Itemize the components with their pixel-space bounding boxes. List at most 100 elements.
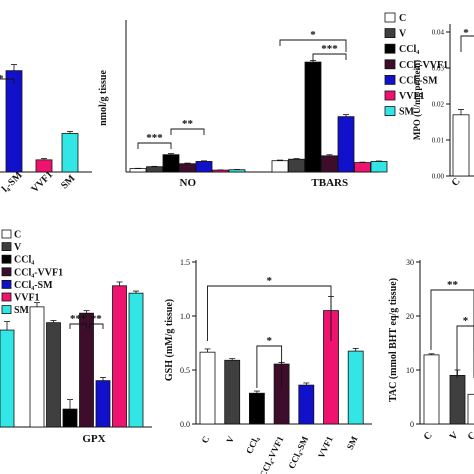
p2-bar [354,162,371,173]
p2-bracket [170,128,205,135]
p1-bar [61,133,79,173]
p3-y-tick-label: 0.00 [432,173,445,181]
legend-label: VVF1 [14,293,40,304]
p5-y-tick-label: 1.5 [180,258,190,267]
p5-y-tick-label: 0.5 [180,366,190,375]
p3-y-tick-label: 0.03 [432,65,445,73]
p2-bar [304,61,322,173]
p3-y-tick-label: 0.01 [432,137,445,145]
legend-swatch [384,90,396,101]
legend-label: C [14,230,21,241]
p6-bar [467,393,474,425]
p5-bracket [256,345,283,388]
legend-swatch [1,229,12,239]
p2-bracket-label: *** [146,132,163,144]
p1-bar [5,70,23,173]
p3-y-tick-label: 0.02 [432,101,445,109]
legend-label: V [14,242,22,253]
p2-bar [129,168,147,173]
p1-tick-label: l₄-SM [0,169,25,194]
p2-bracket [312,53,347,60]
legend-label: V [399,29,407,40]
p5-tick-label: C [200,435,212,445]
legend-label: CCl₄-VVF1 [14,267,63,278]
p6-bracket [456,325,474,378]
legend-label: SM [399,107,415,118]
p6-tick-label: V [448,429,461,442]
legend-swatch [1,242,12,252]
p3-tick-label: C [450,176,463,189]
p2-bar [146,166,163,173]
p4-bracket-label: *** [70,313,87,325]
p6-y-axis-label: TAC (mmol BHT eq/g tissue) [388,278,399,402]
p5-tick-label: CCl₄ [244,434,261,455]
legend-swatch [1,279,12,289]
p5-y-axis-label: GSH (mM/g tissue) [164,299,175,381]
legend-swatch [384,75,396,85]
p3-bracket [460,35,474,52]
p5-tick-label: VVF1 [316,434,335,460]
legend-label: CCl₄ [14,255,34,266]
p4-bar [95,380,111,428]
legend-swatch [1,254,12,264]
p4-bracket [69,323,87,329]
p2-bar [195,161,213,173]
legend-label: CCl₄ [399,44,419,55]
p6-bracket [430,289,474,350]
p2-bar [228,169,246,173]
p4-bar [29,306,45,428]
p6-y-tick-label: 0 [410,420,414,429]
legend-label: CCl₄-SM [399,75,438,86]
p3-bar [452,114,470,177]
legend-swatch [384,12,396,23]
p2-bracket [137,142,172,149]
legend-swatch [1,292,12,302]
p6-y-tick-label: 20 [406,312,414,321]
p4-bar [128,292,144,428]
p4-bar [46,322,61,428]
legend-swatch [384,43,396,54]
p2-bar [179,163,196,173]
p5-tick-label: CCl₄-VVF1 [258,434,286,474]
legend-swatch [384,28,396,39]
p2-bar [212,169,229,173]
p2-bar [370,161,388,173]
p5-tick-label: V [224,434,236,445]
p6-bar [449,374,466,425]
p2-category-label: NO [180,177,197,189]
p4-bar [0,329,15,428]
legend-label: VVF1 [399,91,425,102]
p4-bracket [89,323,104,329]
p6-tick-label: C [466,430,474,443]
p5-bracket-label: * [267,275,273,287]
legend-swatch [384,59,396,70]
p2-bracket-label: ** [182,118,194,130]
p2-bar [271,160,289,173]
p6-tick-label: C [422,430,435,443]
p5-bracket-label: * [267,335,273,347]
p4-x-axis-label: GPX [82,433,105,445]
p5-y-tick-label: 1.0 [180,312,190,321]
p6-bracket-label: ** [447,279,459,291]
p3-y-axis-label: MPO (U/mg protein) [412,60,422,140]
legend-swatch [1,267,12,277]
p6-bracket-label: * [463,315,469,327]
p5-bar [199,351,216,425]
p4-bar [112,285,127,428]
p5-bar [347,350,364,425]
legend-label: SM [14,305,30,316]
p1-bar [35,159,53,173]
p2-bar [337,116,355,173]
p1-tick-label: SM [59,173,78,192]
p2-bracket [279,39,347,46]
p5-bar [298,384,315,425]
p2-bar [288,158,305,173]
p3-annotation: * [463,27,469,39]
p6-bar [423,354,440,425]
p6-y-tick-label: 10 [406,366,414,375]
legend-label: C [399,13,406,24]
legend-label: CCl₄-VVF1 [399,60,448,71]
p2-bracket-label: *** [321,43,338,55]
p2-bar [321,155,338,173]
p4-bar [79,312,94,428]
